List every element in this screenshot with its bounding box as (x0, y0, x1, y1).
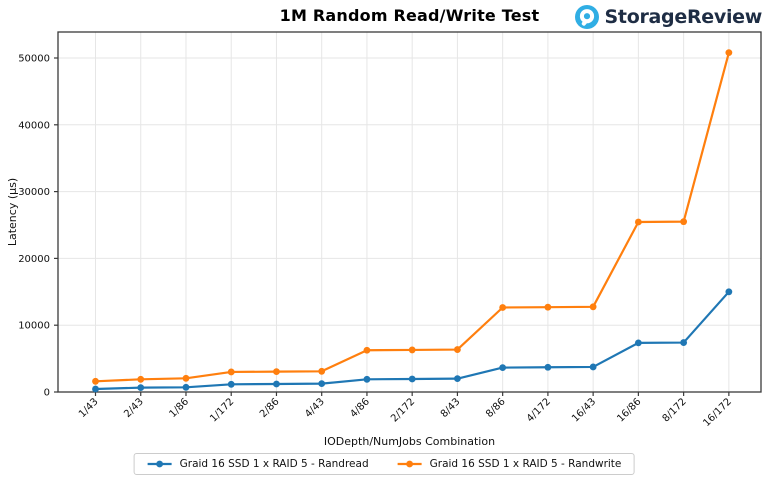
x-tick-label: 4/43 (303, 396, 327, 420)
data-point (92, 385, 99, 393)
y-tick-label: 30000 (18, 187, 50, 198)
x-tick-label: 8/43 (439, 396, 463, 420)
data-point (589, 363, 597, 371)
data-point (92, 377, 99, 385)
data-point (634, 218, 642, 226)
x-tick-label: 2/43 (122, 396, 146, 420)
x-tick-label: 2/86 (258, 396, 282, 420)
data-point (454, 346, 461, 353)
data-point (499, 304, 507, 311)
x-tick-label: 16/172 (701, 396, 734, 429)
x-tick-label: 1/43 (77, 396, 101, 420)
data-point (725, 288, 733, 296)
legend-swatch (397, 460, 422, 468)
legend-label: Graid 16 SSD 1 x RAID 5 - Randread (179, 458, 369, 470)
y-tick-label: 40000 (18, 120, 50, 131)
brand-name: StorageReview (604, 6, 763, 28)
chart-title: 1M Random Read/Write Test (279, 6, 540, 25)
y-tick-label: 50000 (18, 54, 50, 65)
legend-item: Graid 16 SSD 1 x RAID 5 - Randread (147, 458, 369, 470)
data-point (318, 380, 326, 388)
storagereview-logo-icon (574, 5, 599, 29)
x-tick-label: 1/86 (167, 396, 191, 420)
data-point (182, 383, 190, 391)
data-point (182, 374, 190, 382)
data-point (318, 367, 326, 375)
data-point (408, 375, 416, 383)
data-point (544, 303, 552, 311)
y-tick-label: 0 (44, 388, 50, 399)
data-point (227, 368, 235, 376)
y-axis-title: Latency (µs) (6, 178, 19, 246)
data-point (363, 375, 371, 383)
data-point (544, 363, 552, 371)
data-point (137, 375, 145, 383)
data-point (589, 303, 597, 311)
legend-swatch (147, 460, 172, 468)
data-point (137, 384, 145, 392)
x-tick-label: 1/172 (208, 396, 236, 424)
x-tick-label: 16/86 (615, 396, 643, 424)
x-tick-label: 4/172 (525, 396, 553, 424)
x-tick-label: 2/172 (389, 396, 417, 424)
plot-border (57, 31, 762, 393)
storagereview-brand: StorageReview (574, 4, 762, 30)
data-point (227, 380, 235, 388)
legend-label: Graid 16 SSD 1 x RAID 5 - Randwrite (429, 458, 622, 470)
x-tick-label: 8/86 (484, 396, 508, 420)
y-tick-label: 20000 (18, 254, 50, 265)
x-tick-label: 16/43 (570, 396, 598, 424)
data-point (363, 346, 371, 354)
data-point (680, 339, 688, 346)
data-point (634, 339, 642, 347)
legend-item: Graid 16 SSD 1 x RAID 5 - Randwrite (397, 458, 622, 470)
data-point (499, 364, 507, 372)
data-point (408, 346, 416, 354)
data-point (273, 380, 280, 388)
y-tick-label: 10000 (18, 321, 50, 332)
data-point (680, 218, 688, 226)
x-tick-label: 4/86 (348, 396, 372, 420)
x-tick-label: 8/172 (661, 396, 689, 424)
x-axis-title: IODepth/NumJobs Combination (324, 435, 495, 448)
data-point (273, 368, 280, 376)
chart-legend: Graid 16 SSD 1 x RAID 5 - Randread Graid… (133, 453, 635, 475)
data-point (725, 49, 733, 57)
data-point (454, 375, 461, 383)
